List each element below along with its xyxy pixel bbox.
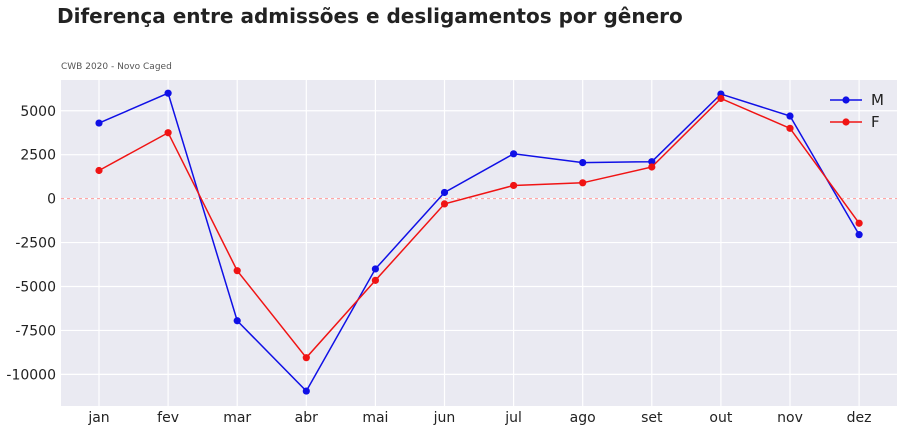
x-tick-label: out	[709, 410, 732, 426]
x-tick-label: mai	[362, 410, 388, 426]
data-point-f	[648, 163, 656, 171]
series-line-m	[98, 92, 860, 393]
x-tick-label: jan	[87, 410, 109, 426]
legend-label-m: M	[871, 91, 884, 109]
y-tick-label: -5000	[15, 279, 56, 295]
data-point-f	[717, 94, 725, 103]
data-point-m	[95, 119, 103, 127]
data-point-f	[371, 276, 379, 284]
x-tick-label: set	[641, 410, 663, 426]
legend-marker-m	[842, 96, 850, 104]
x-tick-label: jul	[504, 410, 522, 426]
x-tick-label: abr	[295, 410, 318, 426]
x-tick-label: fev	[157, 410, 179, 426]
data-point-f	[95, 166, 103, 175]
legend-marker-f	[842, 118, 850, 126]
data-point-f	[164, 129, 172, 137]
y-tick-label: -2500	[15, 236, 56, 252]
x-tick-label: dez	[847, 410, 872, 426]
y-tick-label: -10000	[6, 367, 56, 383]
data-point-m	[440, 188, 449, 197]
x-tick-label: nov	[777, 410, 803, 426]
data-point-f	[509, 181, 518, 190]
data-point-f	[579, 179, 587, 187]
x-tick-label: jun	[433, 410, 456, 426]
data-point-f	[440, 200, 449, 208]
data-point-m	[786, 112, 794, 120]
data-point-f	[786, 124, 794, 132]
data-point-m	[302, 387, 310, 395]
data-point-m	[855, 231, 863, 239]
data-point-m	[509, 150, 518, 158]
data-point-f	[302, 354, 310, 362]
data-point-f	[855, 219, 863, 227]
chart-subtitle: CWB 2020 - Novo Caged	[61, 62, 172, 72]
data-point-m	[233, 317, 241, 325]
y-tick-label: -7500	[15, 323, 56, 339]
data-point-f	[233, 267, 241, 275]
data-point-m	[579, 158, 587, 167]
data-point-m	[164, 89, 172, 97]
chart-title: Diferença entre admissões e desligamento…	[57, 4, 683, 28]
y-tick-label: 5000	[20, 104, 56, 120]
x-tick-label: mar	[223, 410, 251, 426]
y-tick-label: 2500	[20, 148, 56, 164]
y-tick-label: 0	[47, 192, 56, 208]
legend-label-f: F	[871, 113, 880, 131]
data-point-m	[371, 265, 379, 273]
x-tick-label: ago	[570, 410, 596, 426]
data-point-m	[648, 158, 656, 166]
series-line-f	[98, 97, 860, 359]
